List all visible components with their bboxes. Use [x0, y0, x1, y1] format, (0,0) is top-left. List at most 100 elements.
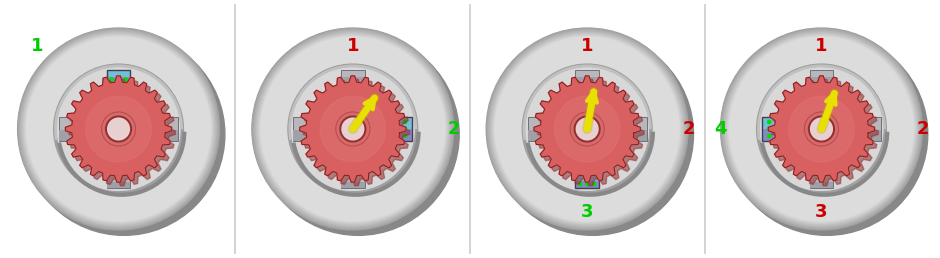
- Circle shape: [255, 31, 450, 227]
- Circle shape: [260, 36, 446, 222]
- Circle shape: [24, 34, 213, 224]
- Circle shape: [727, 35, 916, 223]
- Text: 1: 1: [31, 37, 43, 55]
- Circle shape: [494, 36, 680, 222]
- Circle shape: [258, 34, 459, 235]
- Circle shape: [768, 120, 771, 124]
- Text: 3: 3: [581, 203, 593, 221]
- Bar: [575, 77, 599, 84]
- Circle shape: [491, 33, 683, 225]
- Circle shape: [23, 33, 214, 225]
- Bar: [575, 174, 599, 189]
- Circle shape: [728, 35, 916, 223]
- Circle shape: [403, 134, 407, 138]
- Circle shape: [494, 36, 681, 222]
- Circle shape: [106, 116, 132, 142]
- Circle shape: [255, 31, 451, 227]
- Circle shape: [254, 30, 451, 228]
- Circle shape: [789, 96, 854, 162]
- Circle shape: [487, 29, 687, 229]
- Bar: [527, 117, 542, 141]
- Circle shape: [23, 34, 214, 224]
- Circle shape: [726, 33, 917, 225]
- Circle shape: [124, 78, 127, 81]
- Circle shape: [18, 28, 219, 230]
- Bar: [293, 130, 307, 141]
- Polygon shape: [300, 76, 406, 182]
- Circle shape: [489, 31, 685, 227]
- Circle shape: [721, 29, 922, 229]
- Circle shape: [495, 37, 679, 221]
- Circle shape: [578, 182, 582, 186]
- Circle shape: [19, 29, 218, 229]
- Text: 3: 3: [815, 203, 828, 221]
- Circle shape: [117, 78, 120, 81]
- Bar: [107, 174, 131, 189]
- Circle shape: [291, 68, 415, 190]
- Circle shape: [724, 31, 919, 227]
- Circle shape: [492, 34, 682, 224]
- Bar: [164, 117, 178, 141]
- Circle shape: [721, 28, 922, 230]
- Bar: [398, 117, 413, 141]
- Circle shape: [25, 36, 212, 222]
- Circle shape: [488, 30, 686, 228]
- Circle shape: [760, 68, 883, 190]
- Polygon shape: [772, 79, 878, 186]
- Circle shape: [728, 36, 915, 222]
- Circle shape: [57, 68, 180, 190]
- Bar: [762, 129, 776, 141]
- Circle shape: [257, 33, 449, 225]
- Circle shape: [20, 30, 217, 228]
- Bar: [107, 77, 131, 84]
- Bar: [398, 117, 413, 129]
- Circle shape: [25, 36, 212, 222]
- Circle shape: [24, 35, 213, 223]
- Circle shape: [728, 36, 915, 222]
- Circle shape: [257, 33, 449, 225]
- Bar: [633, 117, 647, 141]
- Circle shape: [492, 34, 694, 235]
- Bar: [575, 174, 599, 181]
- Circle shape: [258, 35, 446, 223]
- Circle shape: [258, 34, 447, 224]
- Circle shape: [729, 37, 914, 221]
- Circle shape: [18, 29, 219, 229]
- Text: 2: 2: [448, 120, 461, 138]
- Circle shape: [24, 35, 212, 223]
- Circle shape: [725, 33, 918, 225]
- Circle shape: [768, 134, 771, 138]
- Circle shape: [808, 116, 834, 142]
- Circle shape: [253, 29, 453, 229]
- Circle shape: [723, 31, 919, 227]
- Circle shape: [493, 34, 682, 224]
- Circle shape: [494, 35, 682, 223]
- Circle shape: [757, 64, 886, 194]
- Circle shape: [760, 68, 883, 190]
- Circle shape: [21, 31, 216, 227]
- Bar: [59, 117, 73, 141]
- Circle shape: [525, 68, 649, 190]
- Circle shape: [574, 116, 600, 142]
- Text: 1: 1: [581, 37, 593, 55]
- Bar: [107, 69, 131, 84]
- Circle shape: [555, 96, 620, 162]
- Bar: [341, 69, 365, 84]
- Circle shape: [723, 30, 920, 228]
- Circle shape: [725, 32, 918, 226]
- Bar: [809, 174, 833, 189]
- Polygon shape: [534, 76, 640, 182]
- Circle shape: [259, 36, 446, 222]
- Bar: [293, 117, 307, 141]
- Circle shape: [340, 116, 366, 142]
- Circle shape: [592, 182, 596, 186]
- Bar: [107, 182, 131, 189]
- Circle shape: [525, 68, 649, 190]
- Circle shape: [729, 37, 913, 221]
- Circle shape: [727, 34, 916, 224]
- Bar: [867, 117, 881, 141]
- Bar: [575, 181, 599, 189]
- Circle shape: [493, 35, 682, 223]
- Circle shape: [254, 30, 452, 228]
- Circle shape: [489, 30, 686, 228]
